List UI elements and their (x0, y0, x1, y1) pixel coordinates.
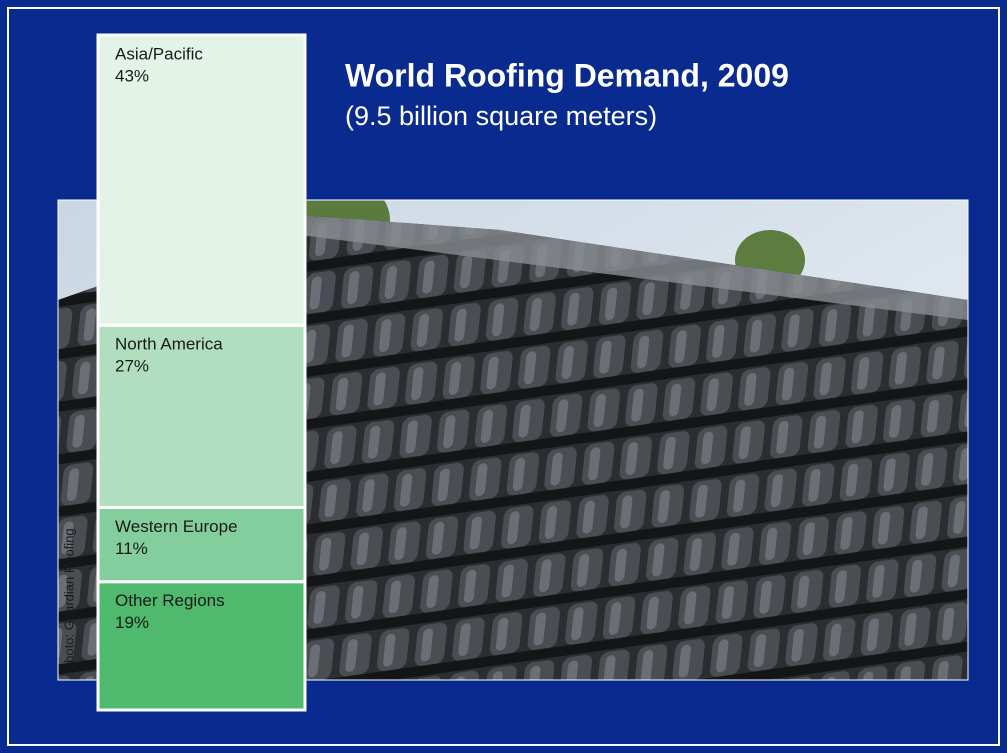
segment-label: Western Europe (115, 517, 238, 536)
chart-title: World Roofing Demand, 2009 (345, 57, 789, 93)
segment-label: North America (115, 335, 223, 354)
value-label: 19% (115, 613, 149, 632)
value-label: 27% (115, 357, 149, 376)
segment-label: Asia/Pacific (115, 44, 203, 63)
photo-credit: photo: Guardian Roofing (61, 528, 76, 670)
value-label: 11% (115, 539, 148, 558)
value-label: 43% (115, 66, 149, 85)
chart: World Roofing Demand, 2009 (9.5 billion … (0, 0, 1007, 753)
segment-label: Other Regions (115, 591, 225, 610)
chart-subtitle: (9.5 billion square meters) (345, 101, 657, 131)
